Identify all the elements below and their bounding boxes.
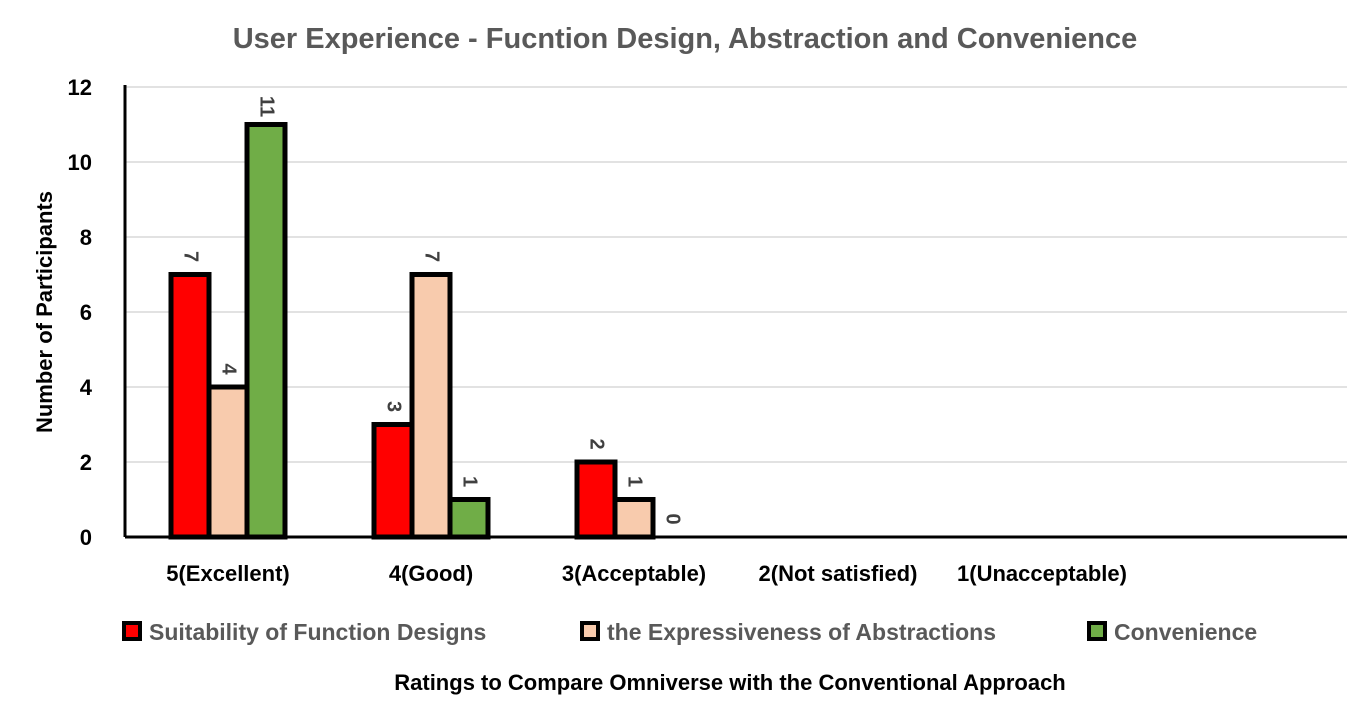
grid <box>125 86 1347 463</box>
data-label: 2 <box>586 438 608 449</box>
y-tick-label: 2 <box>80 450 92 475</box>
x-tick-label: 4(Good) <box>389 561 473 586</box>
axes <box>123 85 1347 539</box>
bar <box>574 459 618 540</box>
legend-label: Suitability of Function Designs <box>149 619 486 645</box>
x-tick-label: 2(Not satisfied) <box>759 561 918 586</box>
x-tick-label: 3(Acceptable) <box>562 561 706 586</box>
data-label: 7 <box>421 251 443 262</box>
bar <box>409 272 453 540</box>
data-label: 3 <box>383 401 405 412</box>
y-tick-label: 0 <box>80 525 92 550</box>
bar <box>447 497 491 540</box>
bar <box>244 122 288 540</box>
legend-swatch <box>122 621 142 641</box>
legend-label: the Expressiveness of Abstractions <box>607 619 996 645</box>
y-tick-label: 12 <box>68 75 92 100</box>
data-label: 11 <box>256 96 278 117</box>
category-labels: 5(Excellent) 4(Good) 3(Acceptable) 2(Not sa… <box>166 561 1127 586</box>
legend: Suitability of Function Designs the Expre… <box>122 619 1257 645</box>
bar <box>371 422 415 540</box>
x-tick-label: 5(Excellent) <box>166 561 290 586</box>
legend-swatch <box>1087 621 1107 641</box>
legend-swatch <box>580 621 600 641</box>
data-label: 0 <box>662 513 684 524</box>
y-ticks: 0 2 4 6 8 10 12 <box>68 75 93 550</box>
y-axis-label: Number of Participants <box>32 191 57 433</box>
chart-title: User Experience - Fucntion Design, Abstr… <box>233 23 1138 55</box>
bar <box>168 272 212 540</box>
x-axis-label: Ratings to Compare Omniverse with the Co… <box>394 670 1066 695</box>
legend-label: Convenience <box>1114 619 1257 645</box>
y-tick-label: 10 <box>68 150 92 175</box>
legend-item: Suitability of Function Designs <box>122 619 486 645</box>
y-tick-label: 6 <box>80 300 92 325</box>
y-tick-label: 4 <box>80 375 93 400</box>
legend-item: the Expressiveness of Abstractions <box>580 619 996 645</box>
y-tick-label: 8 <box>80 225 92 250</box>
data-label: 4 <box>218 363 240 375</box>
bar <box>612 497 656 540</box>
bar <box>206 384 250 540</box>
x-tick-label: 1(Unacceptable) <box>957 561 1127 586</box>
data-label: 7 <box>180 251 202 262</box>
bars <box>168 122 656 540</box>
legend-item: Convenience <box>1087 619 1257 645</box>
data-labels: 7 4 11 3 7 1 2 1 0 <box>180 96 684 525</box>
data-label: 1 <box>459 476 481 487</box>
data-label: 1 <box>624 476 646 487</box>
